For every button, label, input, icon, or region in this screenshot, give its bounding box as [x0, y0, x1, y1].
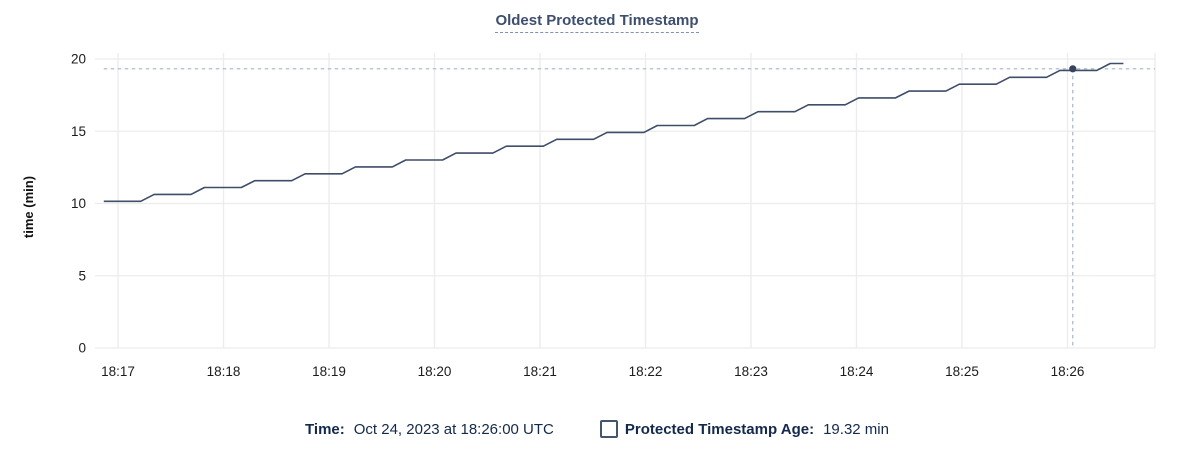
legend-series-label: Protected Timestamp Age:: [624, 420, 815, 438]
x-tick-label: 18:20: [418, 364, 452, 379]
chart-legend: Time: Oct 24, 2023 at 18:26:00 UTC Prote…: [0, 420, 1194, 438]
y-tick-label: 15: [71, 124, 86, 139]
legend-series-toggle[interactable]: Protected Timestamp Age: 19.32 min: [599, 420, 889, 438]
series-line-protected-timestamp-age: [103, 62, 1124, 203]
x-tick-label: 18:18: [207, 364, 241, 379]
y-tick-label: 5: [78, 268, 86, 283]
legend-time-group: Time: Oct 24, 2023 at 18:26:00 UTC: [305, 421, 554, 438]
x-tick-label: 18:17: [101, 364, 135, 379]
chart-title[interactable]: Oldest Protected Timestamp: [495, 12, 699, 33]
x-tick-label: 18:26: [1051, 364, 1085, 379]
hover-point-dot: [1069, 65, 1077, 73]
legend-time-value: Oct 24, 2023 at 18:26:00 UTC: [353, 420, 554, 438]
series-checkbox-icon[interactable]: [599, 420, 618, 438]
legend-time-label: Time:: [305, 420, 345, 438]
x-tick-label: 18:19: [312, 364, 346, 379]
x-tick-label: 18:23: [734, 364, 768, 379]
x-tick-label: 18:24: [840, 364, 874, 379]
y-tick-label: 0: [78, 341, 86, 356]
x-tick-label: 18:21: [523, 364, 557, 379]
legend-series-value: 19.32 min: [823, 420, 889, 438]
line-chart-plot[interactable]: 0 5 10 15 20 18:17 18:18 18:19 18:20 18:21 18:22 18…: [0, 0, 1194, 405]
chart-title-row: Oldest Protected Timestamp: [0, 12, 1194, 33]
y-tick-label: 20: [71, 52, 86, 67]
y-tick-label: 10: [71, 196, 86, 211]
x-tick-label: 18:25: [945, 364, 979, 379]
y-axis-label: time (min): [21, 176, 36, 238]
x-tick-label: 18:22: [629, 364, 663, 379]
